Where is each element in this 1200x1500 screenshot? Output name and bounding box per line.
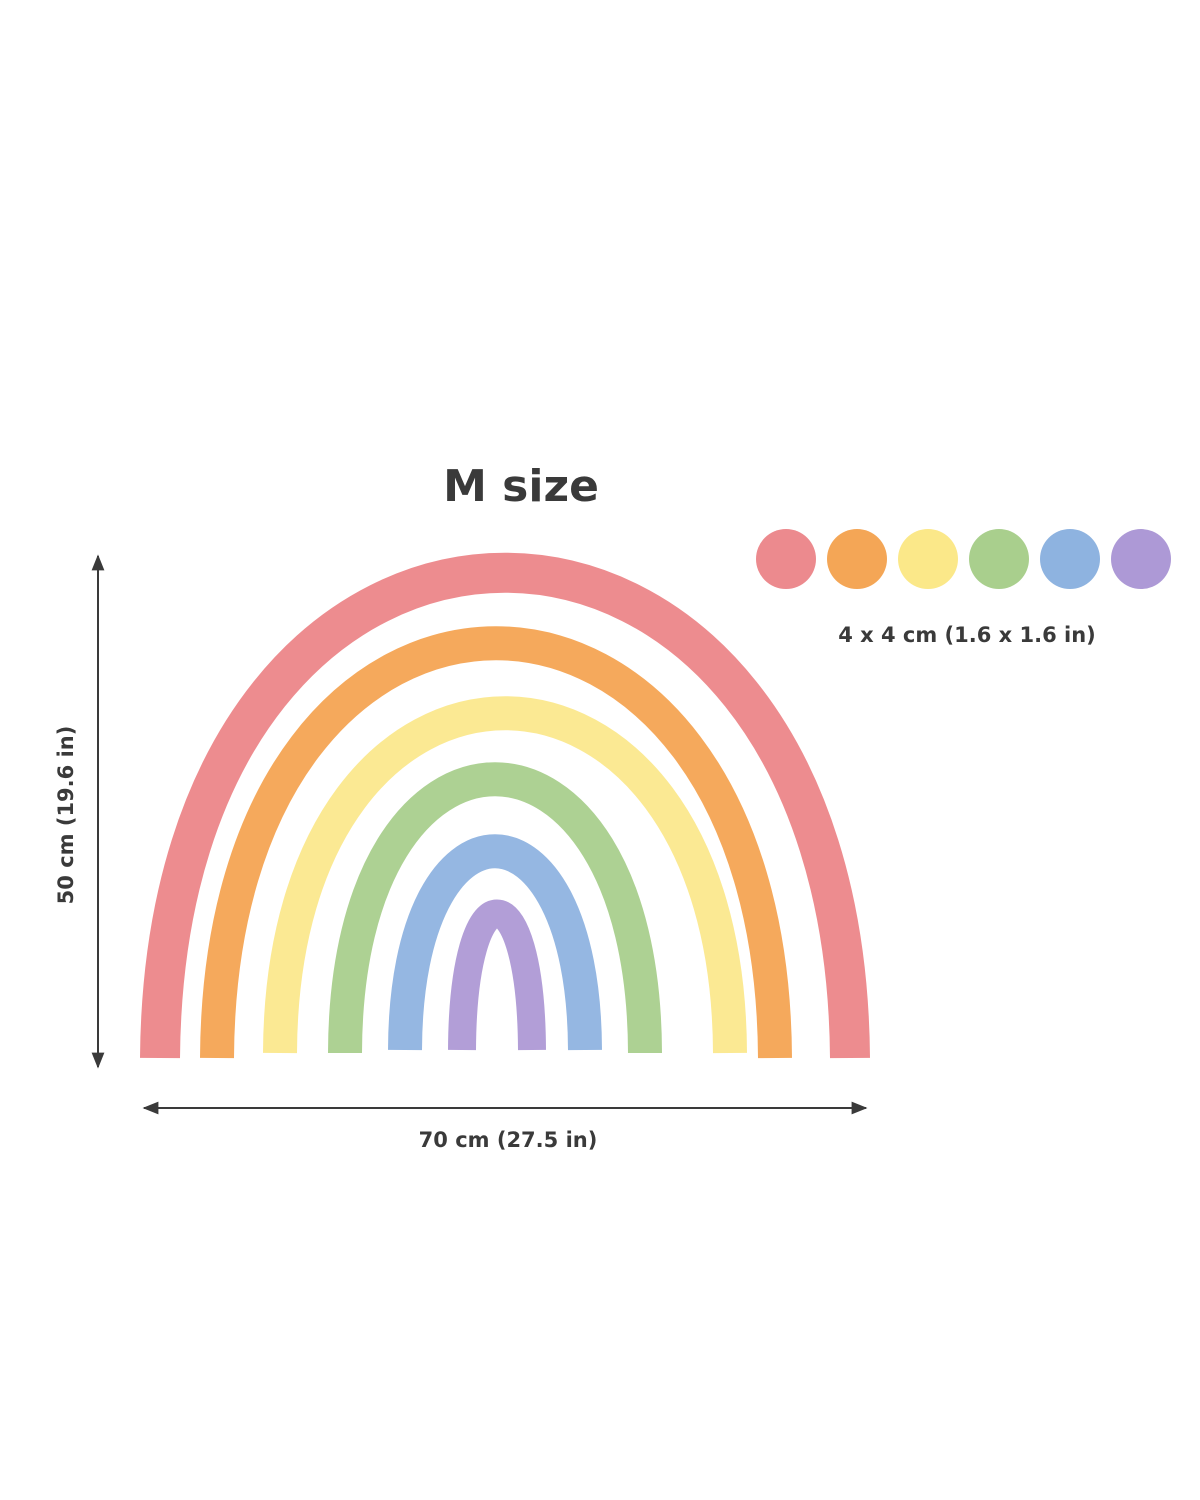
dot-purple: [1111, 529, 1171, 589]
dots-size-label: 4 x 4 cm (1.6 x 1.6 in): [838, 623, 1096, 647]
width-label: 70 cm (27.5 in): [419, 1128, 598, 1152]
dot-yellow: [898, 529, 958, 589]
color-dots: [756, 529, 1171, 589]
arch-purple: [448, 899, 546, 1051]
title: M size: [443, 461, 599, 512]
arch-yellow: [263, 696, 747, 1054]
dot-red: [756, 529, 816, 589]
arch-orange: [200, 626, 792, 1059]
dot-green: [969, 529, 1029, 589]
height-label: 50 cm (19.6 in): [54, 726, 78, 905]
arch-green: [328, 762, 662, 1054]
arch-blue: [388, 834, 602, 1051]
rainbow: [140, 552, 870, 1059]
dot-blue: [1040, 529, 1100, 589]
dot-orange: [827, 529, 887, 589]
arch-red: [140, 552, 870, 1059]
